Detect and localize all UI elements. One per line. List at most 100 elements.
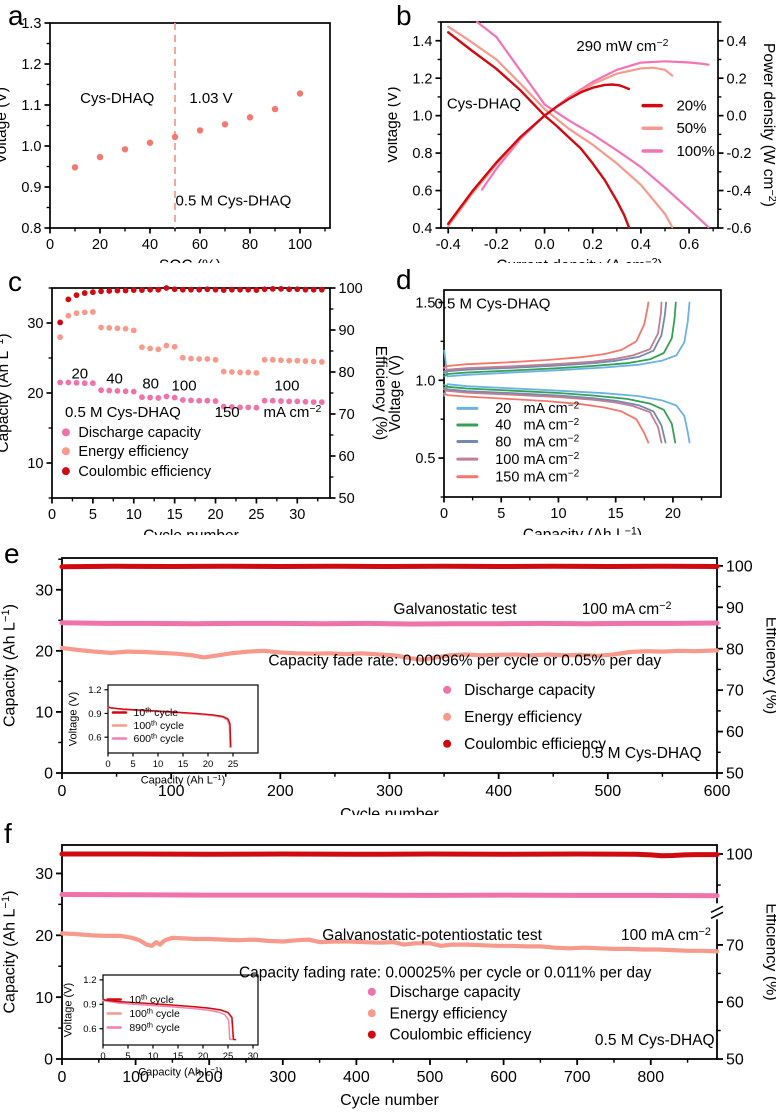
panel-f-chart: 0 100 200 300 400 500 600 700 800 Cycle number 0 10… <box>0 815 776 1112</box>
annotation: 40 <box>106 371 123 388</box>
svg-text:60: 60 <box>726 995 744 1012</box>
series-discharge-capacity <box>59 892 720 899</box>
series-charge-100 <box>443 301 663 373</box>
series-power-50 <box>447 66 674 228</box>
svg-text:0: 0 <box>48 507 56 523</box>
svg-text:Cycle number: Cycle number <box>143 528 239 536</box>
legend-label: Coulombic efficiency <box>78 464 211 480</box>
svg-text:1.1: 1.1 <box>21 98 41 114</box>
svg-text:0.8: 0.8 <box>21 221 41 237</box>
svg-text:10: 10 <box>550 506 566 522</box>
panel-e-inset-chart: 0 5 10 15 20 25 Capacity (Ah L−1) 0.6 0.9 1.2 Volt… <box>62 655 292 810</box>
legend-label: 10th cycle <box>134 706 179 719</box>
svg-text:0.0: 0.0 <box>727 109 747 125</box>
svg-text:80: 80 <box>242 237 258 253</box>
svg-text:-0.4: -0.4 <box>436 237 461 253</box>
annotation: mA cm−2 <box>264 403 322 421</box>
series-discharge-80 <box>443 386 667 444</box>
svg-text:0.4: 0.4 <box>412 221 432 237</box>
svg-text:Capacity (Ah L−1): Capacity (Ah L−1) <box>0 890 18 1013</box>
annotation: 80 <box>142 375 159 392</box>
series-charge-80 <box>443 301 667 375</box>
panel-label-f: f <box>4 818 12 849</box>
annotation: 0.5 M Cys-DHAQ <box>582 745 702 762</box>
panel-f-inset-chart: 0 5 10 15 20 25 30 Capacity (Ah L−1) 0.6 0.9 1.2 Vo… <box>58 945 303 1105</box>
svg-text:60: 60 <box>339 449 355 465</box>
legend-swatch-dot <box>367 1009 376 1018</box>
svg-text:700: 700 <box>564 1069 591 1086</box>
legend-label: Discharge capacity <box>390 984 521 1001</box>
series-polarization-20 <box>447 31 631 229</box>
svg-text:400: 400 <box>343 1069 370 1086</box>
svg-text:0: 0 <box>440 506 448 522</box>
annotation: Cys-DHAQ <box>447 96 521 113</box>
svg-text:30: 30 <box>35 582 53 599</box>
panel-e-chart: 0 100 200 300 400 500 600 Cycle number 0 10 20 30 Ca… <box>0 535 776 823</box>
legend-label: 100th cycle <box>129 1007 180 1020</box>
annotation: Capacity fading rate: 0.00025% per cycle… <box>239 965 652 982</box>
annotation: 20 <box>71 365 88 382</box>
svg-text:Voltage (V): Voltage (V) <box>63 983 75 1037</box>
svg-text:0.4: 0.4 <box>727 34 747 50</box>
panel-label-e: e <box>4 538 20 569</box>
svg-text:100: 100 <box>288 237 312 253</box>
svg-text:15: 15 <box>173 1051 184 1062</box>
svg-text:0: 0 <box>105 759 110 770</box>
svg-text:1.2: 1.2 <box>412 71 432 87</box>
legend-label: Coulombic efficiency <box>464 736 606 753</box>
legend-label: 40 mA cm−2 <box>495 417 579 434</box>
legend-label: Energy efficiency <box>78 444 189 460</box>
legend-label: 80 mA cm−2 <box>495 434 579 451</box>
series-coulombic-efficiency <box>57 285 325 326</box>
legend-label: 890th cycle <box>129 1021 180 1034</box>
series-discharge-100 <box>443 388 663 444</box>
svg-text:Efficiency (%): Efficiency (%) <box>763 617 776 715</box>
svg-text:60: 60 <box>192 237 208 253</box>
legend-label: Energy efficiency <box>390 1005 508 1022</box>
annotation: 0.5 M Cys-DHAQ <box>175 192 291 209</box>
legend-label: 50% <box>676 120 706 137</box>
svg-text:0.9: 0.9 <box>88 709 101 720</box>
svg-text:50: 50 <box>726 766 744 783</box>
svg-text:0: 0 <box>100 1051 105 1062</box>
annotation: 100 <box>172 377 197 394</box>
svg-text:50: 50 <box>726 1052 744 1069</box>
svg-text:70: 70 <box>339 407 355 423</box>
svg-text:SOC (%): SOC (%) <box>159 258 221 264</box>
svg-text:Efficiency (%): Efficiency (%) <box>763 903 776 1001</box>
svg-text:Capacity (Ah L−1): Capacity (Ah L−1) <box>0 333 12 452</box>
svg-text:Power density (W cm−2): Power density (W cm−2) <box>760 43 776 207</box>
svg-text:Capacity (Ah L−1): Capacity (Ah L−1) <box>138 1065 223 1079</box>
svg-text:0.6: 0.6 <box>412 184 432 200</box>
svg-text:5: 5 <box>130 759 135 770</box>
svg-text:100: 100 <box>339 281 363 297</box>
svg-text:-0.6: -0.6 <box>727 221 752 237</box>
panel-label-c: c <box>8 266 22 297</box>
svg-text:20: 20 <box>203 759 214 770</box>
svg-text:10: 10 <box>148 1051 159 1062</box>
svg-text:0: 0 <box>46 237 54 253</box>
panel-label-b: b <box>396 0 412 31</box>
annotation: 100 mA cm−2 <box>582 600 672 618</box>
legend-label: 600th cycle <box>134 732 185 745</box>
svg-text:1.0: 1.0 <box>415 373 435 389</box>
svg-text:0: 0 <box>58 1069 67 1086</box>
annotation: 100 mA cm−2 <box>621 926 711 944</box>
svg-text:20: 20 <box>35 928 53 945</box>
svg-text:10: 10 <box>153 759 164 770</box>
legend-swatch-dot <box>61 447 70 456</box>
svg-text:500: 500 <box>594 783 621 800</box>
svg-text:0.6: 0.6 <box>88 733 101 744</box>
series-polarization-50 <box>447 25 674 229</box>
svg-text:1.5: 1.5 <box>415 296 435 312</box>
svg-text:-0.2: -0.2 <box>484 237 509 253</box>
legend-swatch-dot <box>367 987 376 996</box>
legend-label: Discharge capacity <box>78 425 201 441</box>
svg-text:Capacity (Ah L−1): Capacity (Ah L−1) <box>141 773 226 787</box>
svg-text:0.2: 0.2 <box>727 71 747 87</box>
svg-text:20: 20 <box>198 1051 209 1062</box>
svg-text:60: 60 <box>726 724 744 741</box>
svg-text:15: 15 <box>167 507 183 523</box>
svg-text:15: 15 <box>608 506 624 522</box>
series-cycle-10-discharge <box>107 706 232 748</box>
